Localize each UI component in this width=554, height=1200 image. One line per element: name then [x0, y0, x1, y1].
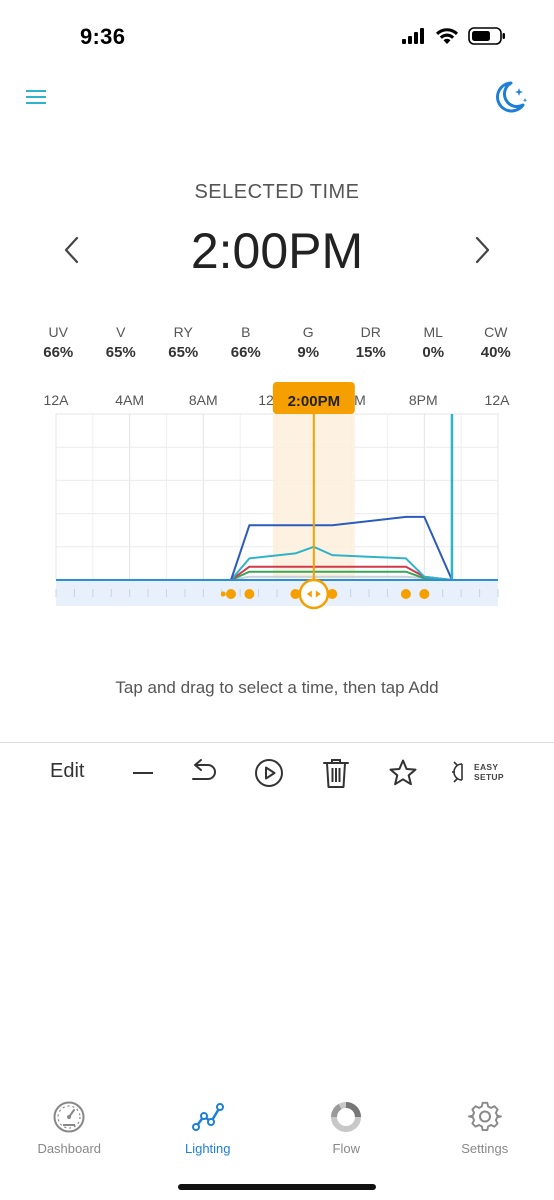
minus-icon	[133, 772, 153, 774]
hour-label: 12	[258, 392, 274, 408]
tab-label: Dashboard	[37, 1141, 102, 1156]
selected-time-label: SELECTED TIME	[194, 181, 360, 203]
series-line	[56, 515, 498, 581]
tab-label: Flow	[332, 1141, 360, 1156]
channel-values: UV 66% V 65% RY 65% B 66% G 9% DR 15% ML 0% CW 4…	[27, 324, 527, 361]
schedule-point	[419, 589, 430, 599]
schedule-chart-svg[interactable]: 12A 4AM 8AM 12 M 8PM 12A 2:00PM	[0, 380, 554, 620]
toolbar-divider	[0, 742, 554, 743]
next-time-button[interactable]	[468, 232, 496, 268]
channel-value: 65%	[168, 344, 199, 361]
hint-text: Tap and drag to select a time, then tap …	[115, 678, 439, 697]
favorite-button[interactable]	[386, 756, 420, 790]
wifi-icon	[436, 28, 458, 44]
tab-label: Settings	[461, 1141, 509, 1156]
time-badge-label: 2:00PM	[288, 393, 341, 410]
easy-setup-label-line1: EASY	[474, 762, 499, 772]
battery-icon	[468, 27, 505, 45]
night-mode-button[interactable]	[490, 78, 530, 118]
channel-name: B	[241, 324, 251, 340]
tab-flow[interactable]: Flow	[277, 1096, 416, 1160]
channel-name: G	[302, 324, 314, 340]
selected-time-value: 2:00PM	[190, 223, 364, 279]
play-circle-icon	[255, 759, 283, 787]
edit-button[interactable]: Edit	[50, 760, 85, 782]
gear-icon	[467, 1101, 502, 1132]
lighting-schedule-chart[interactable]: 12A 4AM 8AM 12 M 8PM 12A 2:00PM	[0, 380, 554, 620]
easy-setup-label: EASY SETUP	[474, 762, 504, 782]
schedule-point	[225, 589, 236, 599]
gauge-icon	[53, 1101, 85, 1133]
chevron-left-icon	[64, 236, 79, 264]
line-chart-icon	[191, 1103, 224, 1131]
easy-setup-label-line2: SETUP	[474, 772, 504, 782]
channel-value: 66%	[230, 344, 261, 361]
hour-label: 4AM	[115, 392, 144, 408]
top-bar	[0, 78, 554, 118]
channel-ry: RY 65%	[152, 324, 215, 361]
preview-button[interactable]	[252, 756, 286, 790]
channel-ml: ML 0%	[402, 324, 465, 361]
hour-label: 12A	[485, 392, 511, 408]
tab-lighting[interactable]: Lighting	[139, 1096, 278, 1160]
series-line	[56, 545, 498, 581]
schedule-point	[244, 589, 255, 599]
channel-dr: DR 15%	[340, 324, 403, 361]
channel-g: G 9%	[277, 324, 340, 361]
channel-value: 65%	[105, 344, 136, 361]
chevron-right-icon	[475, 236, 490, 264]
tab-bar: Dashboard Lighting Flow Settings	[0, 1096, 554, 1160]
menu-button[interactable]	[24, 86, 48, 108]
tab-dashboard[interactable]: Dashboard	[0, 1096, 139, 1160]
status-time: 9:36	[80, 24, 126, 49]
previous-time-button[interactable]	[58, 232, 86, 268]
time-badge: 2:00PM	[272, 382, 355, 414]
channel-name: CW	[484, 324, 508, 340]
signal-icon	[402, 28, 424, 44]
edit-toolbar: Edit	[0, 752, 554, 794]
channel-value: 40%	[480, 344, 511, 361]
status-icons	[402, 27, 506, 45]
channel-value: 15%	[355, 344, 386, 361]
schedule-point	[327, 589, 338, 599]
undo-icon	[192, 759, 216, 780]
drag-handle[interactable]	[298, 578, 330, 610]
channel-value: 9%	[297, 344, 320, 361]
time-selector: 2:00PM	[0, 220, 554, 284]
channel-b: B 66%	[215, 324, 278, 361]
tab-settings[interactable]: Settings	[416, 1096, 554, 1160]
channel-name: DR	[360, 324, 381, 340]
star-icon	[389, 759, 417, 786]
channel-value: 66%	[43, 344, 74, 361]
easy-setup-button[interactable]: EASY SETUP	[452, 758, 512, 788]
hour-label: 8PM	[409, 392, 438, 408]
channel-v: V 65%	[90, 324, 153, 361]
tab-label: Lighting	[184, 1141, 231, 1156]
channel-value: 0%	[422, 344, 445, 361]
hour-label: M	[354, 392, 366, 408]
moon-stars-icon	[496, 81, 528, 113]
status-bar: 9:36	[0, 0, 554, 76]
hamburger-icon	[26, 90, 46, 104]
home-indicator	[178, 1184, 376, 1190]
schedule-point-small	[220, 591, 226, 597]
channel-name: V	[116, 324, 126, 340]
hour-label: 12A	[44, 392, 70, 408]
channel-name: RY	[173, 324, 193, 340]
schedule-point	[290, 589, 301, 599]
schedule-point	[400, 589, 411, 599]
channel-name: UV	[48, 324, 68, 340]
easy-setup-icon	[452, 761, 463, 783]
channel-name: ML	[423, 324, 443, 340]
trash-icon	[323, 759, 349, 788]
channel-uv: UV 66%	[27, 324, 90, 361]
flow-ring-icon	[331, 1102, 362, 1132]
undo-button[interactable]	[187, 756, 221, 790]
channel-cw: CW 40%	[465, 324, 528, 361]
hour-label: 8AM	[189, 392, 218, 408]
delete-button[interactable]	[319, 756, 353, 790]
remove-button[interactable]	[126, 756, 160, 790]
